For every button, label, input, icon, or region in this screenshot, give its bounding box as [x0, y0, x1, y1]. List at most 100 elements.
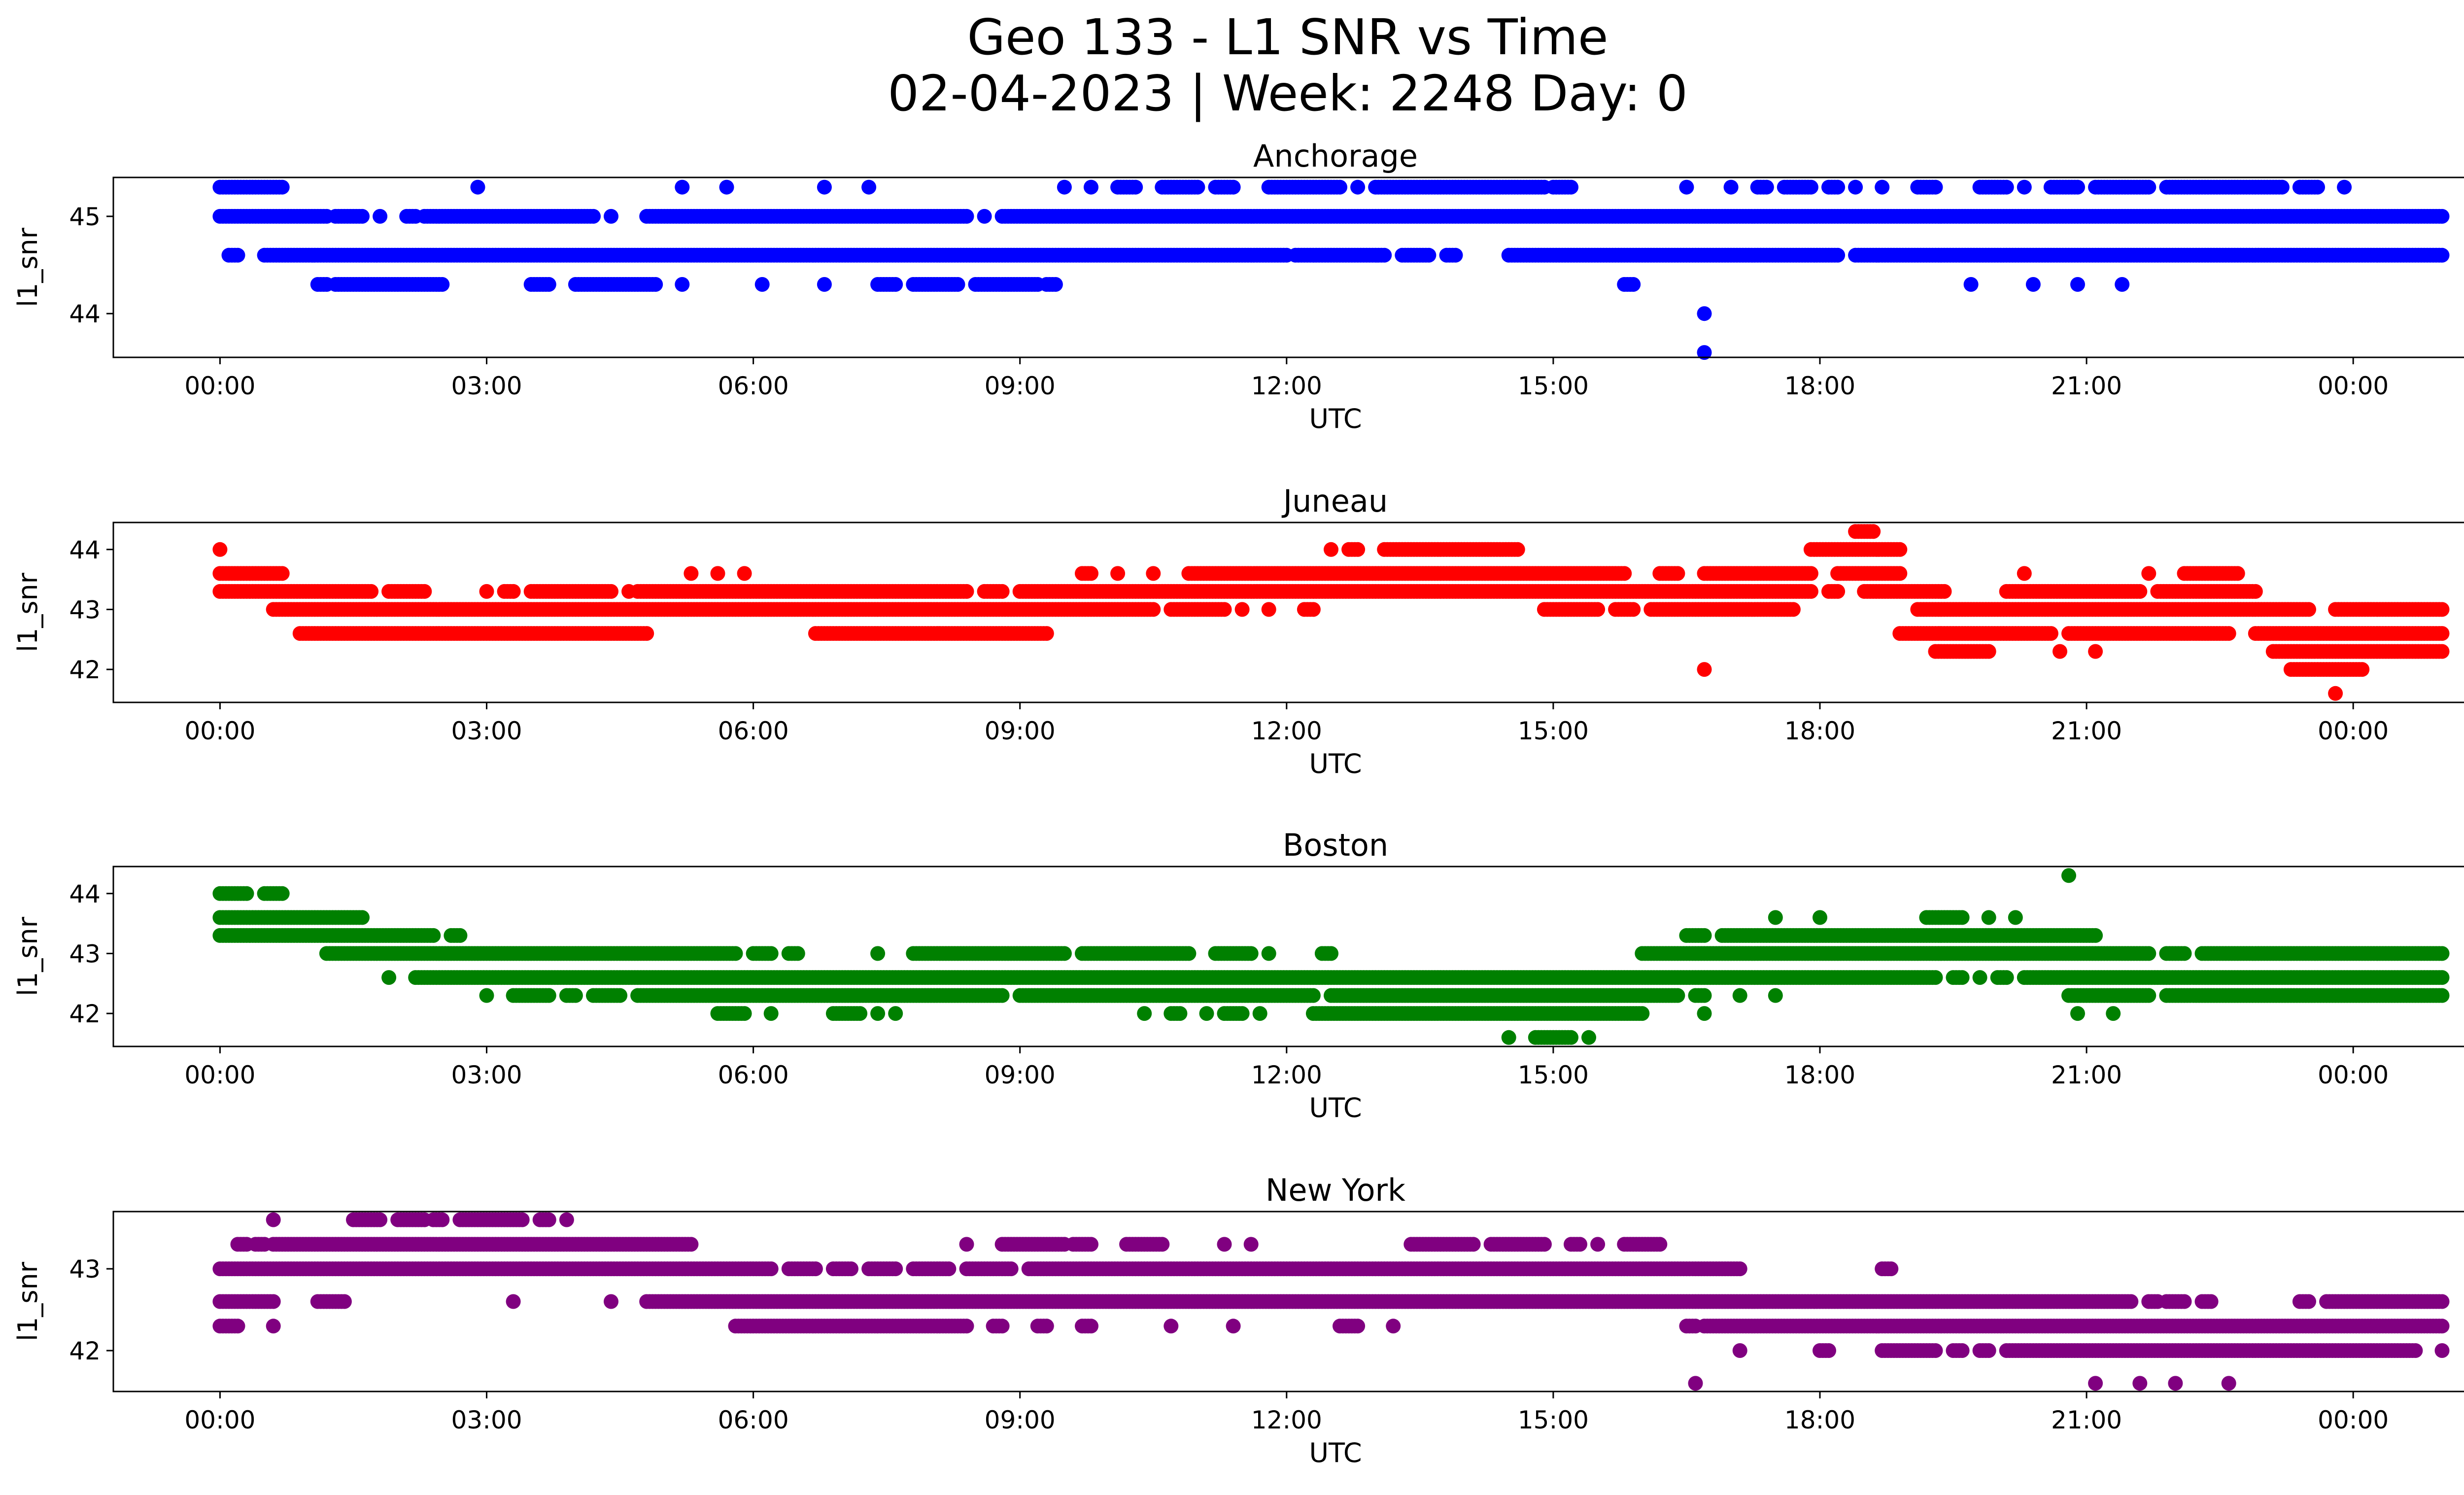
- data-point: [1697, 345, 1712, 360]
- x-tick-label: 12:00: [1251, 717, 1322, 745]
- data-point: [1963, 277, 1979, 292]
- data-point: [1848, 179, 1863, 195]
- x-tick-label: 00:00: [2318, 372, 2389, 400]
- data-point: [1981, 910, 1996, 925]
- data-point: [1670, 566, 1685, 581]
- data-point: [1803, 584, 1818, 599]
- data-point: [2248, 584, 2263, 599]
- data-point: [959, 584, 974, 599]
- data-point: [1697, 662, 1712, 677]
- data-point: [1590, 602, 1606, 617]
- data-point: [1305, 602, 1321, 617]
- data-point: [648, 277, 663, 292]
- data-point: [994, 584, 1010, 599]
- data-point: [888, 277, 903, 292]
- data-point: [684, 566, 699, 581]
- data-point: [2088, 644, 2103, 659]
- data-point: [586, 209, 601, 224]
- x-tick-label: 21:00: [2051, 372, 2122, 400]
- data-point: [817, 277, 832, 292]
- data-point: [274, 179, 290, 195]
- data-point: [506, 584, 521, 599]
- x-tick-label: 06:00: [718, 372, 789, 400]
- data-point: [1333, 179, 1347, 195]
- figure-title: Geo 133 - L1 SNR vs Time: [967, 8, 1608, 66]
- data-point: [2434, 247, 2450, 263]
- y-axis-label: l1_snr: [12, 227, 43, 307]
- data-point: [1679, 179, 1694, 195]
- data-point: [950, 277, 965, 292]
- data-point: [1048, 277, 1063, 292]
- data-point: [1981, 644, 1996, 659]
- x-tick-label: 15:00: [1518, 372, 1589, 400]
- data-point: [1937, 584, 1952, 599]
- data-point: [1324, 542, 1338, 557]
- data-point: [2017, 566, 2032, 581]
- data-point: [274, 886, 290, 901]
- data-point: [2115, 277, 2130, 292]
- data-point: [2017, 179, 2032, 195]
- data-point: [1234, 602, 1250, 617]
- data-point: [1875, 179, 1890, 195]
- y-tick-label: 45: [69, 203, 101, 231]
- data-point: [1084, 179, 1098, 195]
- data-point: [2141, 946, 2156, 961]
- data-point: [1830, 247, 1846, 263]
- data-point: [426, 928, 441, 943]
- data-point: [1697, 306, 1712, 321]
- x-tick-label: 00:00: [184, 372, 255, 400]
- subplot-title: Anchorage: [1253, 138, 1418, 174]
- data-point: [1190, 179, 1205, 195]
- data-point: [1510, 542, 1525, 557]
- data-point: [959, 209, 974, 224]
- data-point: [470, 179, 485, 195]
- data-point: [452, 928, 468, 943]
- data-point: [861, 179, 877, 195]
- x-tick-label: 03:00: [451, 372, 522, 400]
- data-point: [355, 910, 370, 925]
- x-tick-label: 06:00: [718, 717, 789, 745]
- data-point: [870, 946, 886, 961]
- data-point: [373, 209, 388, 224]
- data-point: [2355, 662, 2370, 677]
- data-point: [604, 209, 618, 224]
- data-point: [604, 584, 618, 599]
- data-point: [1723, 179, 1739, 195]
- data-point: [1928, 179, 1943, 195]
- y-axis-label: l1_snr: [12, 572, 43, 652]
- data-point: [1181, 946, 1197, 961]
- data-point: [381, 970, 397, 985]
- data-point: [1421, 247, 1437, 263]
- data-point: [710, 566, 725, 581]
- x-tick-label: 18:00: [1784, 372, 1855, 400]
- subplot-title: Boston: [1283, 827, 1388, 863]
- data-point: [2132, 584, 2148, 599]
- data-point: [790, 946, 805, 961]
- data-point: [1697, 928, 1712, 943]
- data-point: [1803, 179, 1818, 195]
- data-point: [675, 179, 690, 195]
- data-point: [1146, 602, 1161, 617]
- data-point: [2328, 686, 2343, 701]
- data-point: [1954, 910, 1970, 925]
- figure-subtitle: 02-04-2023 | Week: 2248 Day: 0: [888, 65, 1688, 122]
- data-point: [1261, 602, 1276, 617]
- data-point: [2310, 179, 2325, 195]
- x-tick-label: 09:00: [985, 372, 1056, 400]
- x-axis-label: UTC: [1309, 403, 1362, 434]
- data-point: [2434, 644, 2450, 659]
- data-point: [1217, 602, 1232, 617]
- data-point: [435, 277, 450, 292]
- plot-frame: [112, 176, 2464, 358]
- data-point: [2221, 626, 2236, 641]
- data-point: [2274, 179, 2290, 195]
- data-point: [1892, 542, 1908, 557]
- data-point: [1892, 566, 1908, 581]
- data-point: [2070, 179, 2085, 195]
- x-tick-label: 09:00: [985, 717, 1056, 745]
- data-point: [2008, 910, 2023, 925]
